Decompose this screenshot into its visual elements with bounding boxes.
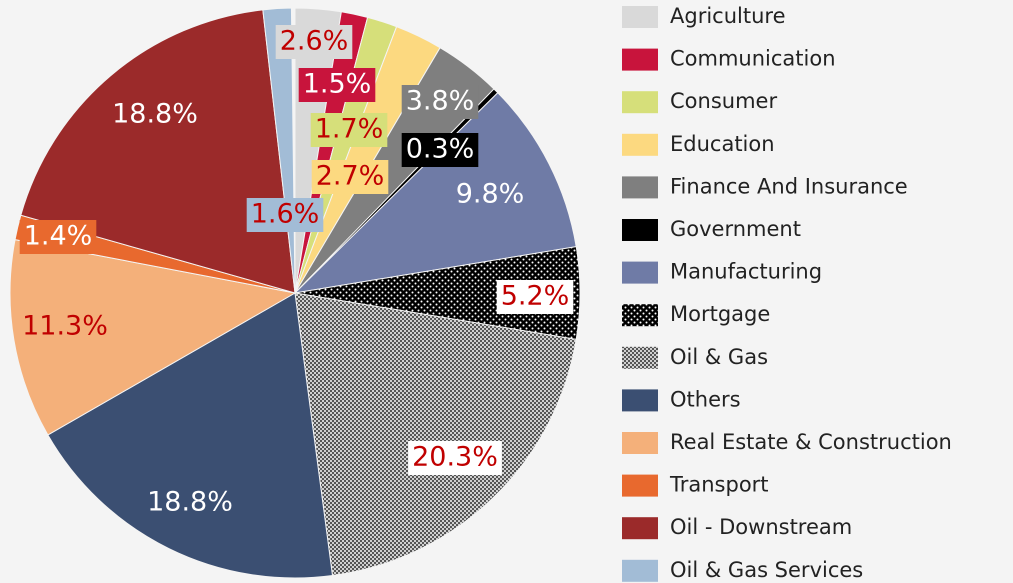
data-label-box	[401, 85, 479, 119]
legend-label: Oil & Gas Services	[670, 558, 863, 582]
legend-swatch	[622, 304, 658, 327]
data-label: 18.8%	[147, 487, 233, 518]
legend-swatch	[622, 389, 658, 412]
legend-swatch	[622, 559, 658, 582]
legend-label: Mortgage	[670, 302, 770, 326]
data-label: 1.5%	[303, 69, 372, 100]
pie-slice	[9, 239, 297, 436]
pie-slice	[293, 92, 577, 294]
legend-swatch	[622, 432, 658, 454]
data-label-box	[401, 133, 479, 167]
data-label: 2.7%	[316, 161, 385, 192]
data-label: 2.6%	[280, 26, 349, 57]
legend-label: Transport	[669, 473, 769, 497]
data-label-box	[408, 441, 502, 475]
data-label-box	[298, 68, 376, 102]
data-label-box	[246, 198, 324, 232]
legend-label: Agriculture	[670, 4, 786, 28]
legend-swatch	[622, 261, 658, 284]
legend-label: Consumer	[670, 89, 777, 113]
legend-label: Government	[670, 217, 801, 241]
legend-swatch	[622, 474, 658, 497]
legend-label: Finance And Insurance	[670, 174, 908, 198]
data-label: 9.8%	[456, 179, 525, 210]
pie-slice	[294, 292, 577, 577]
data-label: 11.3%	[22, 311, 108, 342]
data-label-box	[19, 220, 97, 254]
data-label-box	[496, 280, 574, 314]
legend-swatch	[622, 133, 658, 156]
legend-label: Manufacturing	[670, 260, 822, 284]
data-label: 5.2%	[501, 281, 570, 312]
data-label: 3.8%	[406, 86, 475, 117]
data-label: 1.4%	[24, 221, 93, 252]
data-label: 20.3%	[412, 442, 498, 473]
legend-label: Oil - Downstream	[670, 515, 852, 539]
data-label: 1.7%	[315, 114, 384, 145]
legend-swatch	[622, 517, 658, 540]
legend-swatch	[622, 346, 658, 369]
data-label: 18.8%	[112, 99, 198, 130]
legend-swatch	[622, 219, 658, 241]
legend-label: Education	[670, 132, 775, 156]
legend-swatch	[622, 6, 658, 28]
legend-label: Communication	[670, 47, 836, 71]
data-label-box	[311, 160, 389, 194]
legend-swatch	[622, 176, 658, 199]
data-label: 0.3%	[406, 134, 475, 165]
data-label-box	[275, 25, 353, 59]
data-label-box	[310, 113, 388, 147]
legend-label: Oil & Gas	[670, 345, 768, 369]
pie-slice	[47, 292, 334, 579]
data-label: 1.6%	[251, 199, 320, 230]
legend-swatch	[622, 48, 658, 71]
legend-label: Others	[670, 387, 741, 411]
legend-swatch	[622, 91, 658, 114]
legend-label: Real Estate & Construction	[670, 430, 952, 454]
